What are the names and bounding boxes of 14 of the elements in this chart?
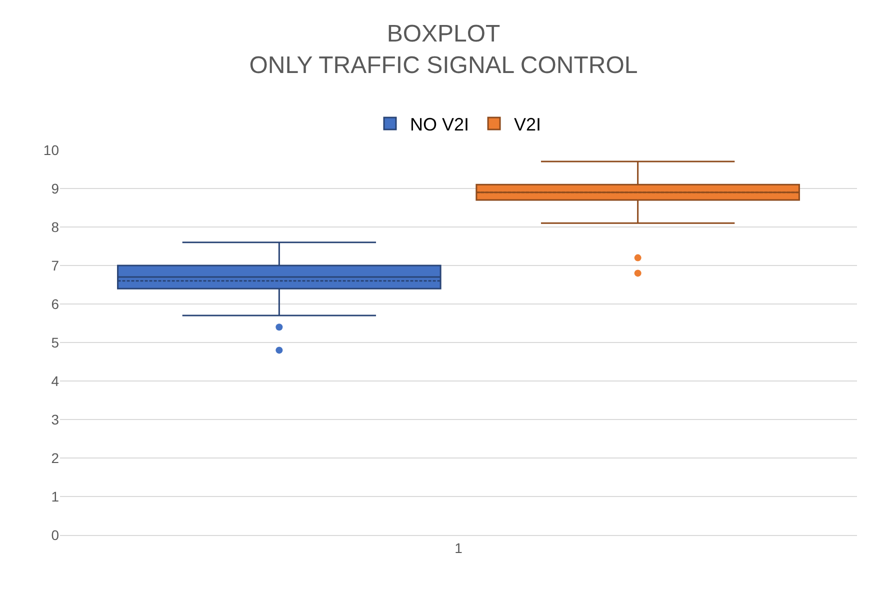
y-tick-label: 5 xyxy=(51,334,60,350)
legend-label: NO V2I xyxy=(410,114,470,135)
y-tick-label: 1 xyxy=(51,488,60,504)
y-tick-label: 0 xyxy=(51,526,60,543)
chart-title: BOXPLOT ONLY TRAFFIC SIGNAL CONTROL xyxy=(249,20,638,79)
y-tick-label: 2 xyxy=(51,450,60,466)
y-tick-label: 6 xyxy=(51,296,60,312)
y-tick-label: 9 xyxy=(51,180,60,196)
y-tick-label: 4 xyxy=(51,372,60,389)
y-tick-label: 8 xyxy=(51,218,60,235)
y-tick-label: 3 xyxy=(51,411,60,428)
y-tick-label: 10 xyxy=(43,142,60,158)
legend-label: V2I xyxy=(514,114,542,135)
y-tick-label: 7 xyxy=(51,257,60,274)
